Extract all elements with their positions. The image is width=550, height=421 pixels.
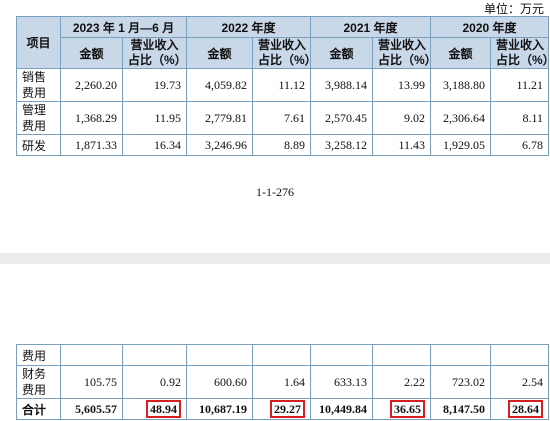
cell: 2,260.20 [60, 68, 123, 102]
cell: 11.12 [252, 68, 312, 102]
cell [186, 344, 253, 366]
cell [490, 344, 549, 366]
cell [122, 344, 187, 366]
cell [60, 344, 123, 366]
cell: 9.02 [372, 101, 432, 135]
cell: 1,929.05 [430, 134, 492, 156]
page-number: 1-1-276 [256, 185, 294, 199]
cell-highlighted: 36.65 [372, 398, 431, 420]
highlight-box: 48.94 [146, 400, 181, 418]
cell: 600.60 [186, 365, 253, 399]
cell: 2.22 [372, 365, 431, 399]
cell-highlighted: 29.27 [252, 398, 311, 420]
cell: 3,246.96 [186, 134, 254, 156]
cell: 16.34 [121, 134, 188, 156]
expense-table-bottom: 费用 财务 费用 105.75 0.92 600.60 1.64 633.13 2… [16, 344, 549, 420]
cell [430, 344, 491, 366]
header-amount: 金额 [430, 37, 492, 69]
table-row: 研发 1,871.33 16.34 3,246.96 8.89 3,258.12… [16, 134, 550, 156]
row-label: 销售 费用 [16, 68, 61, 102]
unit-label: 单位：万元 [483, 2, 544, 16]
cell: 1.64 [252, 365, 311, 399]
cell: 2,570.45 [310, 101, 374, 135]
cell [372, 344, 431, 366]
highlight-box: 28.64 [508, 400, 543, 418]
table-row: 财务 费用 105.75 0.92 600.60 1.64 633.13 2.22… [16, 365, 549, 399]
cell: 4,059.82 [186, 68, 254, 102]
cell: 0.92 [122, 365, 187, 399]
header-amount: 金额 [60, 37, 123, 69]
table-row: 费用 [16, 344, 549, 366]
row-label: 费用 [16, 344, 61, 366]
header-period-2022: 2022 年度 [186, 16, 312, 38]
cell: 6.78 [490, 134, 550, 156]
header-period-2021: 2021 年度 [310, 16, 432, 38]
cell: 2.54 [490, 365, 549, 399]
row-label: 合计 [16, 398, 61, 420]
cell: 3,988.14 [310, 68, 374, 102]
cell: 723.02 [430, 365, 491, 399]
row-label: 研发 [16, 134, 61, 156]
header-period-2020: 2020 年度 [430, 16, 550, 38]
cell: 2,779.81 [186, 101, 254, 135]
row-label: 财务 费用 [16, 365, 61, 399]
header-amount: 金额 [186, 37, 254, 69]
header-ratio: 营业收入占比（%） [121, 37, 188, 69]
header-amount: 金额 [310, 37, 374, 69]
cell: 8.89 [252, 134, 312, 156]
cell: 11.95 [121, 101, 188, 135]
cell: 105.75 [60, 365, 123, 399]
cell: 2,306.64 [430, 101, 492, 135]
cell: 8.11 [490, 101, 550, 135]
cell: 10,687.19 [186, 398, 253, 420]
row-label: 管理 费用 [16, 101, 61, 135]
cell: 1,368.29 [60, 101, 123, 135]
cell [310, 344, 373, 366]
cell-highlighted: 48.94 [122, 398, 187, 420]
highlight-box: 36.65 [390, 400, 425, 418]
cell: 3,258.12 [310, 134, 374, 156]
cell: 1,871.33 [60, 134, 123, 156]
highlight-box: 29.27 [270, 400, 305, 418]
cell: 3,188.80 [430, 68, 492, 102]
page-break-divider [0, 253, 550, 264]
table-row: 销售 费用 2,260.20 19.73 4,059.82 11.12 3,988… [16, 68, 550, 102]
header-item: 项目 [16, 16, 61, 69]
cell: 633.13 [310, 365, 373, 399]
cell: 19.73 [121, 68, 188, 102]
cell: 7.61 [252, 101, 312, 135]
cell-highlighted: 28.64 [490, 398, 549, 420]
cell: 10,449.84 [310, 398, 373, 420]
header-period-2023h1: 2023 年 1 月—6 月 [59, 16, 188, 38]
expense-table-top: 项目 2023 年 1 月—6 月 2022 年度 2021 年度 2020 年… [16, 16, 550, 156]
cell: 13.99 [372, 68, 432, 102]
total-row: 合计 5,605.57 48.94 10,687.19 29.27 10,449… [16, 398, 549, 420]
cell: 11.21 [490, 68, 550, 102]
cell: 11.43 [372, 134, 432, 156]
cell: 8,147.50 [430, 398, 491, 420]
table-row: 管理 费用 1,368.29 11.95 2,779.81 7.61 2,570.… [16, 101, 550, 135]
cell [252, 344, 311, 366]
cell: 5,605.57 [60, 398, 123, 420]
